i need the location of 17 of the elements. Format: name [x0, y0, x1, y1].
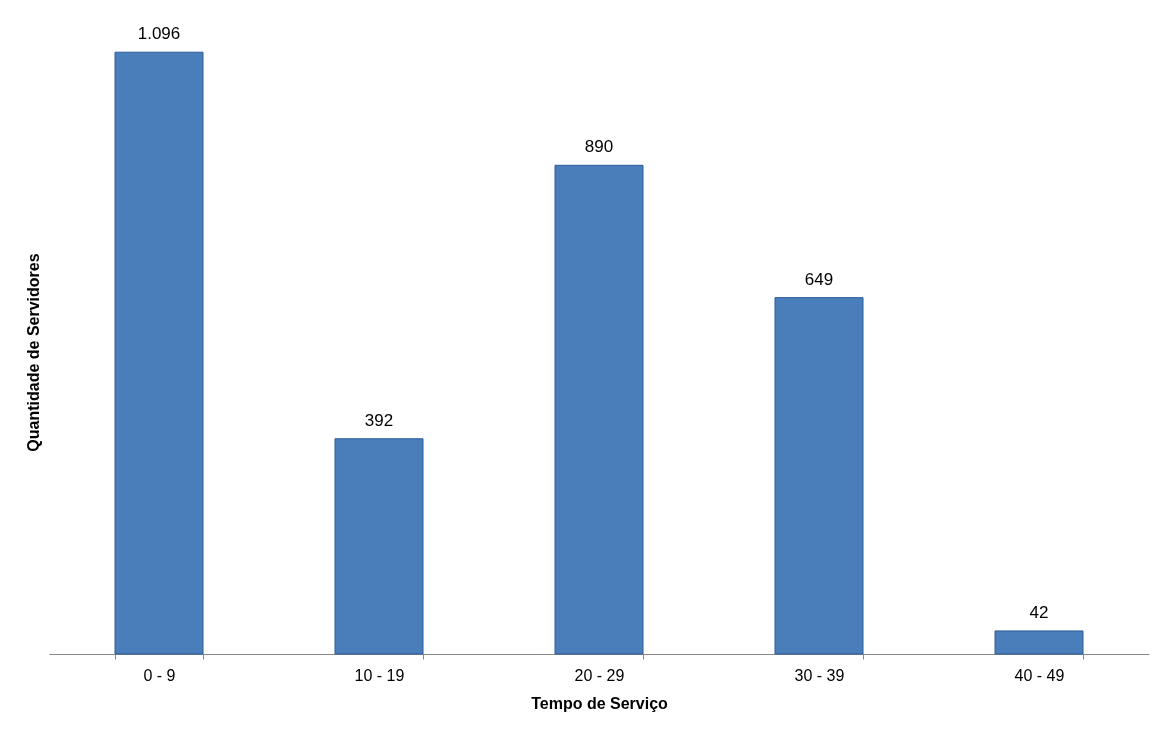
- data-label: 649: [804, 269, 834, 289]
- data-label: 1.096: [137, 24, 181, 44]
- x-tick-label: 40 - 49: [1014, 666, 1065, 684]
- data-label: 890: [584, 137, 614, 157]
- bar: [334, 438, 424, 655]
- x-tick-label: 10 - 19: [354, 666, 405, 684]
- y-axis-title: Quantidade de Servidores: [24, 253, 42, 452]
- x-tick-label: 20 - 29: [574, 666, 625, 684]
- bar: [774, 297, 864, 655]
- x-axis-title: Tempo de Serviço: [531, 694, 669, 712]
- bar: [554, 164, 644, 655]
- bar: [994, 630, 1084, 655]
- data-label: 392: [364, 410, 394, 430]
- x-tick-label: 0 - 9: [143, 666, 176, 684]
- data-label: 42: [1029, 602, 1049, 622]
- bar: [114, 51, 204, 655]
- x-tick-label: 30 - 39: [794, 666, 845, 684]
